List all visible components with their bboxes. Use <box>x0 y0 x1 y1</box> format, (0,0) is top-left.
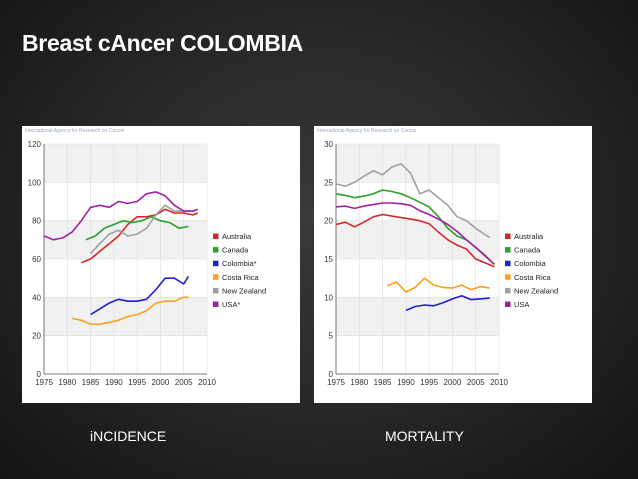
grid-band <box>336 144 499 183</box>
x-tick-label: 1985 <box>374 378 392 387</box>
source-header: International Agency for Research on Can… <box>25 128 125 134</box>
legend-label-costa-rica: Costa Rica <box>514 273 552 282</box>
y-tick-label: 80 <box>32 217 41 226</box>
x-tick-label: 1990 <box>105 378 123 387</box>
x-tick-label: 1980 <box>350 378 368 387</box>
incidence-caption: iNCIDENCE <box>90 428 167 444</box>
legend-swatch-australia <box>213 233 219 239</box>
mortality-chart-panel: International Agency for Research on Can… <box>314 126 592 403</box>
legend-swatch-costa-rica <box>505 274 511 280</box>
legend-swatch-colombia <box>505 260 511 267</box>
slide-title: Breast cAncer COLOMBIA <box>22 30 303 56</box>
legend-swatch-canada <box>213 247 219 253</box>
legend-swatch-canada <box>505 247 511 253</box>
grid-band <box>44 144 207 183</box>
y-tick-label: 10 <box>324 293 333 302</box>
y-tick-label: 60 <box>32 255 41 264</box>
legend-label-usa: USA <box>514 300 529 309</box>
series-line-colombia <box>90 275 190 316</box>
series-line-costa-rica <box>71 296 189 325</box>
legend-swatch-colombia <box>213 260 219 267</box>
x-tick-label: 2005 <box>467 378 485 387</box>
x-tick-label: 2010 <box>490 378 508 387</box>
grid-band <box>44 297 207 336</box>
series-line-new-zealand <box>335 163 491 239</box>
series-line-usa <box>335 202 495 265</box>
x-tick-label: 1975 <box>35 378 53 387</box>
legend-swatch-usa <box>505 301 511 307</box>
legend-swatch-new-zealand <box>213 287 219 294</box>
y-tick-label: 20 <box>324 217 333 226</box>
x-tick-label: 1985 <box>82 378 100 387</box>
y-tick-label: 30 <box>324 140 333 149</box>
legend-label-costa-rica: Costa Rica <box>222 273 260 282</box>
y-tick-label: 25 <box>324 178 333 187</box>
grid-band <box>336 220 499 259</box>
y-tick-label: 40 <box>32 293 41 302</box>
x-tick-label: 1975 <box>327 378 345 387</box>
legend-label-new-zealand: New Zealand <box>222 286 266 295</box>
mortality-chart: International Agency for Research on Can… <box>317 128 558 387</box>
y-tick-label: 15 <box>324 255 333 264</box>
legend-label-australia: Australia <box>514 232 544 241</box>
series-line-usa <box>43 191 198 241</box>
legend-swatch-usa <box>213 301 219 307</box>
y-tick-label: 120 <box>28 140 42 149</box>
legend-label-usa: USA* <box>222 300 240 309</box>
legend-label-colombia: Colombia <box>514 259 547 268</box>
x-tick-label: 2010 <box>198 378 216 387</box>
series-line-australia <box>335 213 495 268</box>
series-line-australia <box>80 208 198 264</box>
legend-label-australia: Australia <box>222 232 252 241</box>
x-tick-label: 1990 <box>397 378 415 387</box>
y-tick-label: 0 <box>37 370 42 379</box>
mortality-caption: MORTALITY <box>385 428 464 444</box>
legend-label-canada: Canada <box>514 246 541 255</box>
y-tick-label: 0 <box>329 370 334 379</box>
incidence-chart: International Agency for Research on Can… <box>25 128 266 387</box>
x-tick-label: 1995 <box>128 378 146 387</box>
series-line-colombia <box>405 295 490 312</box>
legend-swatch-costa-rica <box>213 274 219 280</box>
legend-label-colombia: Colombia* <box>222 259 257 268</box>
legend-label-canada: Canada <box>222 246 249 255</box>
x-tick-label: 1995 <box>420 378 438 387</box>
series-line-costa-rica <box>386 277 490 293</box>
y-tick-label: 100 <box>28 178 42 187</box>
x-tick-label: 2000 <box>152 378 170 387</box>
x-tick-label: 2000 <box>444 378 462 387</box>
y-tick-label: 5 <box>329 332 334 341</box>
series-line-canada <box>85 216 189 241</box>
grid-band <box>336 297 499 336</box>
x-tick-label: 2005 <box>175 378 193 387</box>
legend-swatch-australia <box>505 233 511 239</box>
legend-label-new-zealand: New Zealand <box>514 286 558 295</box>
legend-swatch-new-zealand <box>505 287 511 294</box>
incidence-chart-panel: International Agency for Research on Can… <box>22 126 300 403</box>
y-tick-label: 20 <box>32 332 41 341</box>
x-tick-label: 1980 <box>58 378 76 387</box>
source-header: International Agency for Research on Can… <box>317 128 417 134</box>
